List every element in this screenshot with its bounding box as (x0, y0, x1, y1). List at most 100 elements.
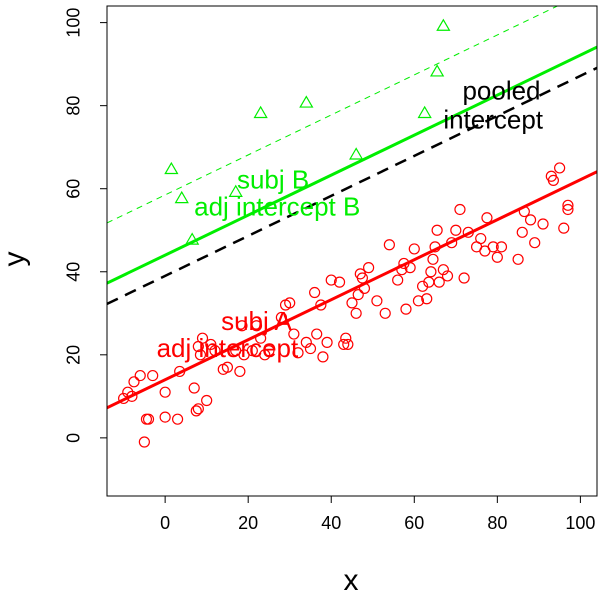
data-point (284, 297, 296, 309)
x-tick-label: 20 (238, 513, 258, 533)
x-tick-label: 40 (321, 513, 341, 533)
data-point (315, 299, 327, 311)
data-point (562, 199, 574, 211)
data-point (246, 345, 258, 357)
data-point (311, 328, 323, 340)
data-point (300, 336, 312, 348)
data-point (358, 282, 371, 294)
y-tick-label: 80 (64, 96, 84, 116)
data-point (562, 203, 574, 216)
data-point (436, 18, 451, 31)
data-point (159, 386, 171, 398)
annotation-label: adj intercept B (194, 192, 360, 222)
data-point (458, 272, 470, 284)
data-point (554, 162, 566, 174)
y-tick-label: 40 (64, 262, 84, 282)
data-point (537, 218, 549, 230)
data-point (417, 105, 432, 119)
data-point (299, 95, 314, 108)
x-axis-label: x (344, 564, 359, 597)
data-point (134, 369, 146, 382)
data-point (433, 276, 445, 288)
data-point (122, 386, 134, 398)
data-point (518, 205, 530, 218)
data-point (188, 382, 200, 394)
data-point (524, 214, 537, 226)
data-point (250, 320, 263, 332)
annotation-label: adj intercept (157, 333, 299, 363)
data-point (412, 295, 425, 307)
data-point (325, 274, 337, 286)
data-point (209, 345, 221, 357)
data-point (317, 351, 329, 363)
data-point (159, 411, 171, 423)
data-point (118, 392, 130, 405)
y-tick-label: 20 (64, 345, 84, 365)
data-point (512, 253, 524, 265)
data-point (304, 342, 317, 355)
data-point (259, 349, 271, 361)
data-point (547, 174, 559, 187)
data-point (228, 184, 243, 197)
data-point (142, 413, 155, 425)
data-point (190, 405, 202, 417)
data-point (196, 332, 209, 344)
annotation-label: pooled (462, 75, 540, 105)
data-point (429, 241, 441, 253)
data-point (194, 349, 207, 361)
data-point (309, 286, 321, 299)
y-tick-label: 0 (64, 433, 84, 443)
data-point (201, 394, 213, 407)
data-point (338, 338, 350, 351)
data-point (431, 224, 443, 236)
data-point (340, 332, 352, 344)
data-point (427, 253, 439, 265)
data-point (487, 241, 499, 253)
data-point (147, 369, 159, 382)
data-point (126, 390, 138, 402)
data-point (421, 293, 433, 305)
data-point (558, 222, 570, 234)
data-point (333, 276, 346, 288)
data-point (408, 243, 420, 255)
data-point (429, 64, 445, 77)
plot-border (106, 5, 598, 497)
y-tick-label: 100 (64, 8, 84, 38)
data-point (404, 262, 416, 274)
data-point (275, 311, 288, 324)
data-point (529, 237, 541, 249)
data-point (253, 105, 268, 119)
data-point (292, 347, 304, 359)
data-point (400, 303, 412, 315)
data-point (383, 239, 395, 251)
data-point (205, 338, 217, 351)
data-point (192, 403, 204, 415)
x-tick-label: 80 (487, 513, 507, 533)
data-point (321, 336, 333, 348)
data-point (392, 274, 404, 286)
data-point (263, 345, 275, 357)
data-point (495, 241, 508, 253)
data-point (356, 272, 368, 284)
data-point (491, 251, 503, 263)
data-point (475, 232, 487, 245)
regression-line-3 (107, 6, 559, 224)
data-point (379, 307, 391, 319)
y-axis-label: y (0, 252, 31, 267)
data-point (236, 320, 248, 332)
data-point (441, 270, 454, 282)
data-point (446, 237, 458, 249)
data-point (288, 328, 300, 340)
axis-ticks: 0 20 40 60 80 100 0 20 40 60 80 100 (64, 8, 596, 533)
data-point (138, 436, 150, 448)
regression-line-4 (107, 170, 597, 410)
data-point (450, 224, 462, 236)
data-point (437, 264, 449, 276)
data-point (371, 295, 383, 307)
data-point (164, 161, 179, 175)
x-tick-label: 60 (404, 513, 424, 533)
data-point (425, 266, 437, 278)
data-point (346, 297, 358, 309)
